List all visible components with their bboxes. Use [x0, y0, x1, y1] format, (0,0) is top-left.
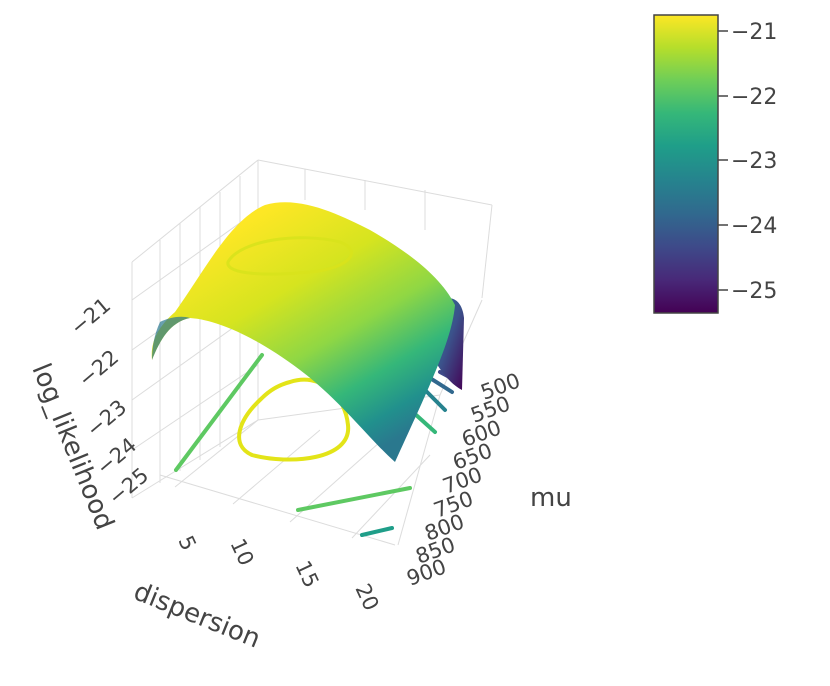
z-tick-label: −21: [66, 293, 115, 340]
grid-line: [351, 454, 431, 539]
colorbar: −21 −22 −23 −24 −25: [653, 14, 777, 314]
grid-line: [232, 429, 321, 505]
colorbar-tick-label: −24: [731, 214, 777, 239]
colorbar-tick-label: −25: [731, 279, 777, 304]
grid-line: [131, 159, 259, 263]
contour-line: [174, 353, 264, 472]
colorbar-tick-label: −22: [731, 85, 777, 110]
grid-line: [131, 209, 259, 301]
x-tick-label: 15: [290, 557, 323, 591]
grid-line: [481, 204, 493, 299]
x-tick-label: 10: [225, 535, 258, 569]
contour-line: [360, 526, 394, 537]
grid-line: [131, 419, 259, 499]
grid-line: [257, 159, 493, 206]
z-tick-label: −22: [74, 345, 123, 392]
colorbar-tick-label: −21: [731, 20, 777, 45]
x-tick-label: 20: [350, 580, 383, 614]
surface-body: [151, 202, 455, 462]
surface-top-contour: [226, 236, 353, 276]
colorbar-fill: [653, 14, 719, 314]
z-axis-title: log_likelihood: [26, 359, 120, 534]
grid-line: [174, 419, 259, 488]
x-axis-title: dispersion: [129, 577, 264, 655]
y-tick-label: 900: [404, 554, 450, 590]
x-tick-label: 5: [173, 532, 200, 554]
contour-line: [296, 486, 412, 512]
y-axis-title: mu: [530, 483, 572, 513]
grid-line: [397, 394, 441, 546]
colorbar-tick-label: −23: [731, 149, 777, 174]
surface-edge-left: [152, 316, 190, 360]
contour-line: [428, 376, 454, 394]
grid-line: [131, 364, 259, 451]
likelihood-surface: [151, 202, 464, 462]
